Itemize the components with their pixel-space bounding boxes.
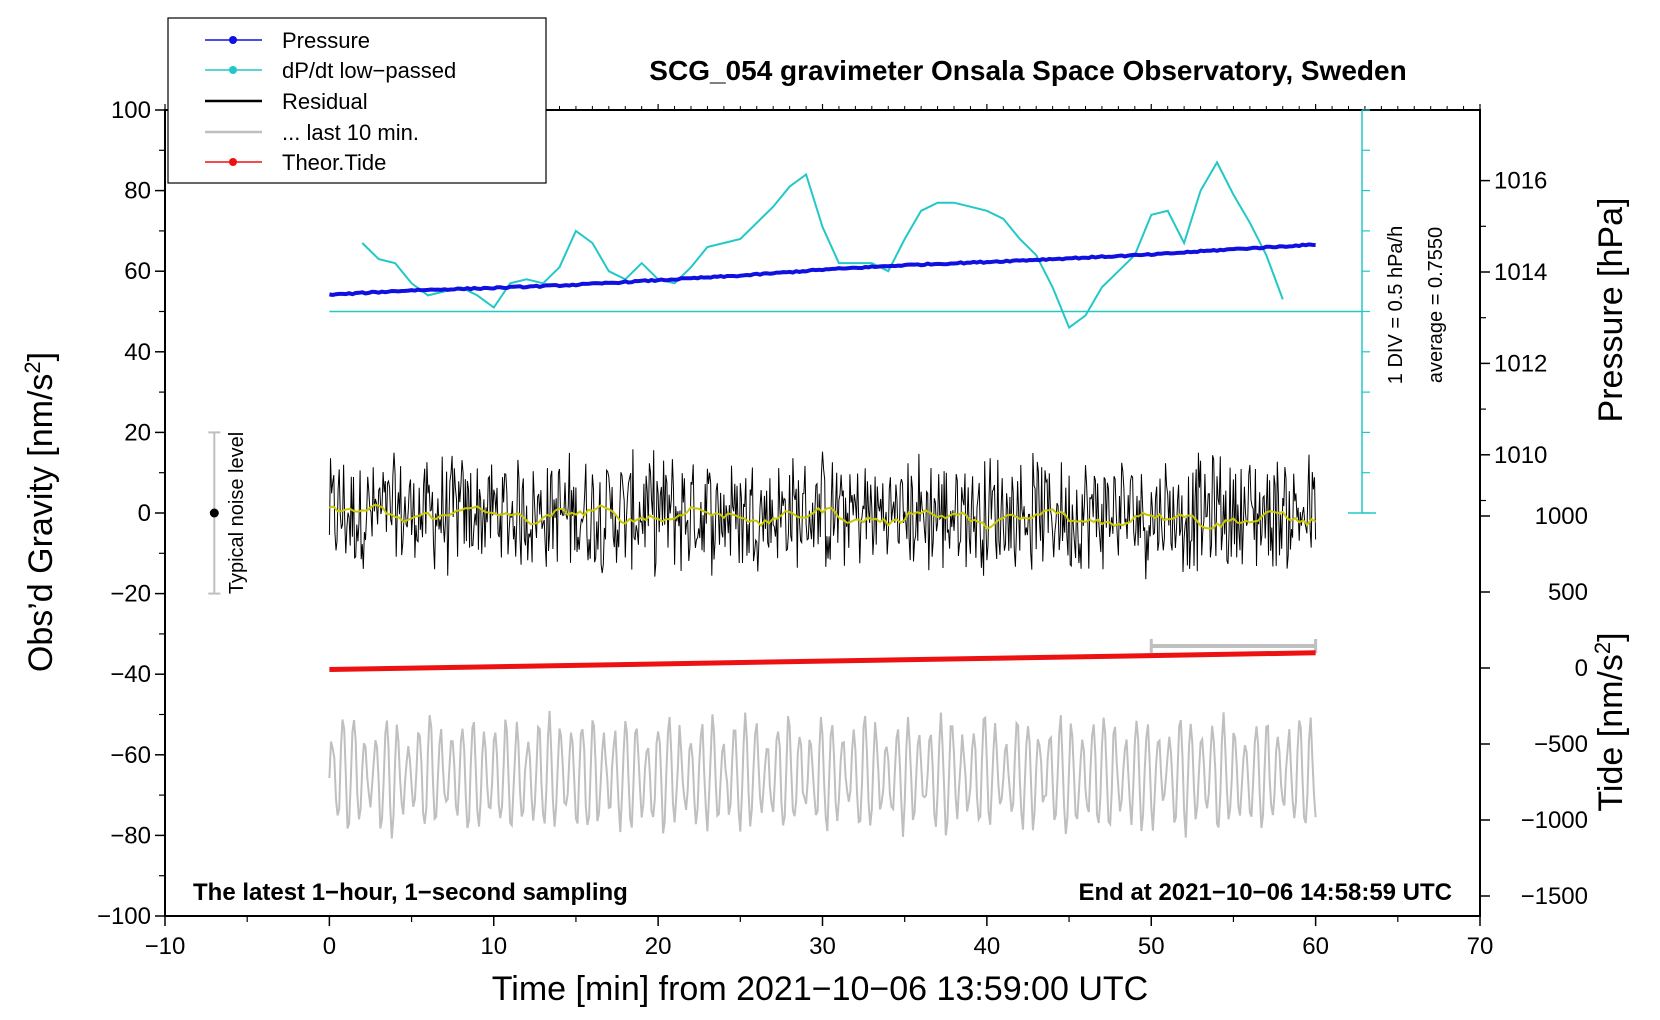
residual-line (328, 449, 1317, 580)
y-axis-title-left: Obs’d Gravity [nm/s2] (20, 352, 60, 672)
y-tick-label-left: −80 (110, 822, 151, 849)
y-tick-label-left: 60 (124, 258, 151, 285)
tide-tick-label: −500 (1534, 731, 1588, 758)
y-axis-title-tide-end: ] (1592, 632, 1630, 641)
tide-tick-label: 1000 (1535, 503, 1588, 530)
noise-level-label: Typical noise level (226, 432, 248, 594)
y-tick-label-left: 0 (138, 500, 151, 527)
y-tick-label-left: −20 (110, 581, 151, 608)
footer-note-right: End at 2021−10−06 14:58:59 UTC (1078, 879, 1452, 906)
x-tick-label: 70 (1467, 933, 1494, 960)
tide-line (329, 650, 1316, 673)
y-tick-label-left: 20 (124, 419, 151, 446)
x-tick-label: 30 (809, 933, 836, 960)
y-axis-title-left-sup: 2 (20, 361, 45, 373)
tide-tick-label: 500 (1548, 579, 1588, 606)
y-axis-title-left-end: ] (22, 352, 60, 361)
x-tick-label: 50 (1138, 933, 1165, 960)
legend-label-residual: Residual (282, 89, 368, 114)
y-tick-label-left: 100 (111, 97, 151, 124)
pressure-tick-label: 1014 (1494, 259, 1547, 286)
x-tick-label: 60 (1302, 933, 1329, 960)
y-tick-label-left: 80 (124, 178, 151, 205)
legend-entry-residual: Residual (205, 89, 368, 114)
noise-center-dot (209, 508, 219, 518)
y-axis-title-tide: Tide [nm/s2] (1590, 632, 1630, 811)
dpdt-line (361, 160, 1284, 330)
pressure-line (329, 242, 1316, 298)
pressure-tick-label: 1010 (1494, 442, 1547, 469)
legend-marker-dpdt (229, 66, 237, 74)
y-tick-label-left: −40 (110, 661, 151, 688)
y-axis-title-left-main: Obs’d Gravity [nm/s (22, 374, 60, 673)
residual-smooth-line (329, 503, 1317, 530)
last10-line (328, 710, 1317, 839)
tide-tick-label: −1500 (1521, 883, 1588, 910)
x-tick-label: 40 (974, 933, 1001, 960)
legend-label-pressure: Pressure (282, 28, 370, 53)
series-layer (208, 109, 1376, 839)
axis-ticks: −10 0 10 20 30 40 50 60 70−100−80−60−40−20020406… (97, 97, 1588, 960)
y-tick-label-left: −100 (97, 903, 151, 930)
legend-marker-pressure (229, 36, 237, 44)
pressure-tick-label: 1016 (1494, 168, 1547, 195)
scale-bar-label-average: average = 0.7550 (1425, 227, 1447, 383)
legend-entry-dpdt: dP/dt low−passed (205, 58, 456, 83)
scale-bar-label-div: 1 DIV = 0.5 hPa/h (1385, 226, 1407, 384)
y-tick-label-left: −60 (110, 742, 151, 769)
tide-tick-label: −1000 (1521, 807, 1588, 834)
x-tick-label: 10 (480, 933, 507, 960)
footer-note-left: The latest 1−hour, 1−second sampling (193, 879, 628, 906)
legend-entry-last10: ... last 10 min. (205, 120, 419, 145)
chart-title: SCG_054 gravimeter Onsala Space Observat… (649, 55, 1406, 86)
legend-entry-tide: Theor.Tide (205, 150, 386, 175)
legend-label-tide: Theor.Tide (282, 150, 386, 175)
legend: Pressure dP/dt low−passed Residual ... l… (167, 17, 547, 184)
x-tick-label: −10 (145, 933, 186, 960)
legend-label-last10: ... last 10 min. (282, 120, 419, 145)
pressure-tick-label: 1012 (1494, 350, 1547, 377)
y-axis-title-pressure: Pressure [hPa] (1592, 198, 1630, 423)
y-tick-label-left: 40 (124, 339, 151, 366)
x-tick-label: 0 (323, 933, 336, 960)
legend-entry-pressure: Pressure (205, 28, 370, 53)
x-tick-label: 20 (645, 933, 672, 960)
legend-label-dpdt: dP/dt low−passed (282, 58, 456, 83)
x-axis-title: Time [min] from 2021−10−06 13:59:00 UTC (492, 970, 1148, 1008)
y-axis-title-tide-sup: 2 (1590, 642, 1615, 654)
legend-marker-tide (229, 158, 237, 166)
tide-tick-label: 0 (1575, 655, 1588, 682)
y-axis-title-tide-main: Tide [nm/s (1592, 654, 1630, 811)
